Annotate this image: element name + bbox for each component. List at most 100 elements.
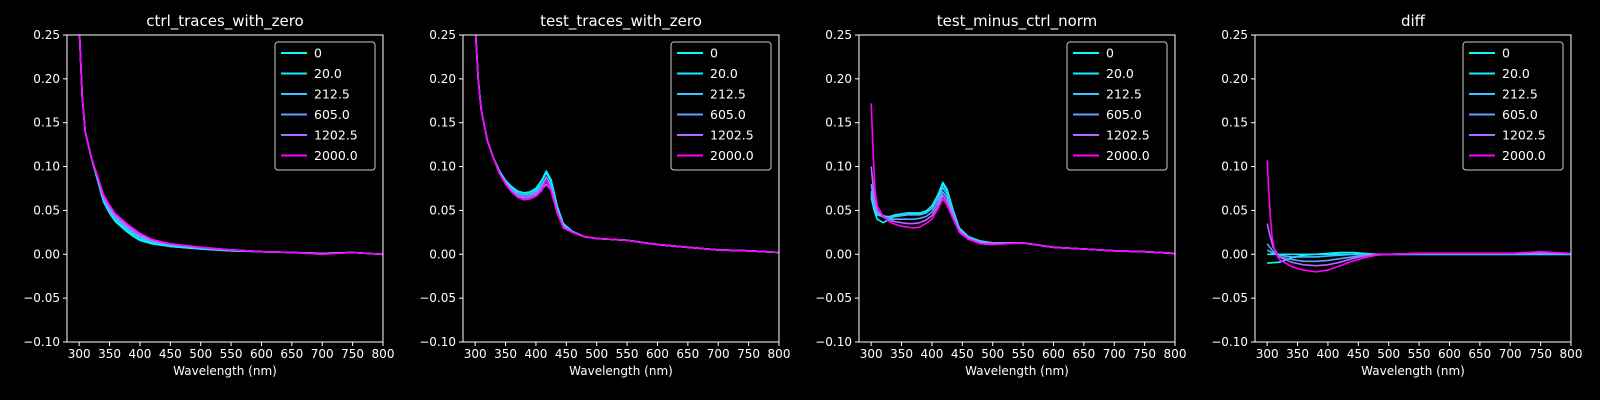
legend-item: 2000.0 [1469,148,1546,163]
chart-title: test_traces_with_zero [540,12,702,31]
series-line [78,35,383,256]
y-tick-label: 0.25 [429,28,456,42]
legend-label: 0 [710,46,718,61]
legend-item: 2000.0 [677,148,754,163]
legend-item: 1202.5 [1073,128,1150,143]
legend-item: 2000.0 [1073,148,1150,163]
x-tick-label: 550 [1408,347,1431,361]
legend: 0 20.0 212.5 605.0 1202.5 2000.0 [274,41,376,171]
x-tick-label: 500 [189,347,212,361]
x-tick-label: 750 [737,347,760,361]
x-tick-label: 550 [220,347,243,361]
y-tick-label: 0.00 [1221,247,1248,261]
y-tick-label: −0.10 [815,335,852,349]
y-tick-label: 0.00 [33,247,60,261]
x-tick-label: 700 [311,347,334,361]
legend-label: 1202.5 [1106,128,1150,143]
legend-item: 20.0 [677,66,738,81]
y-tick-label: 0.15 [1221,116,1248,130]
legend-item: 0 [281,46,322,61]
legend-label: 20.0 [314,66,342,81]
x-tick-label: 800 [372,347,395,361]
x-tick-label: 650 [1468,347,1491,361]
y-tick-label: 0.20 [429,72,456,86]
y-tick-label: 0.20 [33,72,60,86]
y-tick-label: 0.00 [825,247,852,261]
y-tick-label: 0.05 [825,203,852,217]
chart-panel-3: test_minus_ctrl_norm 300 350 400 450 500 550 60… [815,12,1186,378]
legend-item: 1202.5 [1469,128,1546,143]
x-tick-label: 300 [464,347,487,361]
y-tick-label: −0.05 [23,291,60,305]
legend-item: 0 [677,46,718,61]
legend-label: 20.0 [710,66,738,81]
chart-title: ctrl_traces_with_zero [146,12,303,31]
legend-item: 1202.5 [677,128,754,143]
axes-frame [66,34,384,343]
y-tick-label: 0.05 [33,203,60,217]
legend-label: 212.5 [1502,87,1538,102]
y-tick-label: 0.15 [429,116,456,130]
legend-item: 212.5 [677,87,746,102]
legend-item: 2000.0 [281,148,358,163]
legend-label: 2000.0 [1502,148,1546,163]
x-tick-label: 700 [707,347,730,361]
series-lines [870,103,1175,255]
series-lines [1266,160,1571,273]
y-tick-label: 0.10 [429,160,456,174]
x-tick-label: 600 [1438,347,1461,361]
legend-item: 212.5 [1469,87,1538,102]
legend-label: 0 [1502,46,1510,61]
y-tick-label: 0.20 [1221,72,1248,86]
legend-label: 605.0 [710,107,746,122]
axes-frame [858,34,1176,343]
x-tick-label: 400 [1316,347,1339,361]
legend-label: 605.0 [314,107,350,122]
x-tick-label: 400 [524,347,547,361]
series-line [870,103,1175,255]
y-tick-label: −0.05 [815,291,852,305]
x-tick-label: 650 [280,347,303,361]
legend-label: 1202.5 [710,128,754,143]
chart-title: diff [1401,12,1426,30]
series-line [1266,160,1571,273]
x-tick-label: 800 [1560,347,1583,361]
legend-item: 0 [1073,46,1114,61]
chart-panel-1: ctrl_traces_with_zero 300 350 400 450 500 550 6… [23,12,394,378]
x-tick-label: 500 [981,347,1004,361]
x-tick-label: 450 [159,347,182,361]
chart-panel-4: diff 300 350 400 450 500 550 600 650 700 750 800 −0.… [1211,12,1582,378]
legend-label: 0 [1106,46,1114,61]
chart-title: test_minus_ctrl_norm [937,12,1098,31]
x-tick-label: 450 [1347,347,1370,361]
x-tick-label: 650 [676,347,699,361]
x-tick-label: 300 [1256,347,1279,361]
legend-item: 605.0 [1073,107,1142,122]
x-tick-label: 350 [1286,347,1309,361]
series-line [1266,249,1571,258]
x-tick-label: 500 [585,347,608,361]
y-tick-label: 0.25 [1221,28,1248,42]
x-tick-label: 400 [128,347,151,361]
legend-item: 1202.5 [281,128,358,143]
x-tick-label: 750 [1529,347,1552,361]
legend-label: 2000.0 [1106,148,1150,163]
x-tick-label: 550 [616,347,639,361]
legend-label: 20.0 [1106,66,1134,81]
x-tick-label: 650 [1072,347,1095,361]
y-tick-label: 0.25 [33,28,60,42]
x-tick-label: 300 [860,347,883,361]
series-line [870,166,1175,255]
y-tick-label: 0.15 [825,116,852,130]
legend-item: 20.0 [1469,66,1530,81]
x-axis-label: Wavelength (nm) [1361,364,1465,378]
y-tick-label: 0.10 [825,160,852,174]
x-tick-label: 800 [768,347,791,361]
x-tick-label: 700 [1103,347,1126,361]
legend-item: 212.5 [1073,87,1142,102]
y-tick-label: −0.05 [419,291,456,305]
x-axis-label: Wavelength (nm) [569,364,673,378]
legend-label: 2000.0 [314,148,358,163]
y-tick-label: 0.10 [1221,160,1248,174]
